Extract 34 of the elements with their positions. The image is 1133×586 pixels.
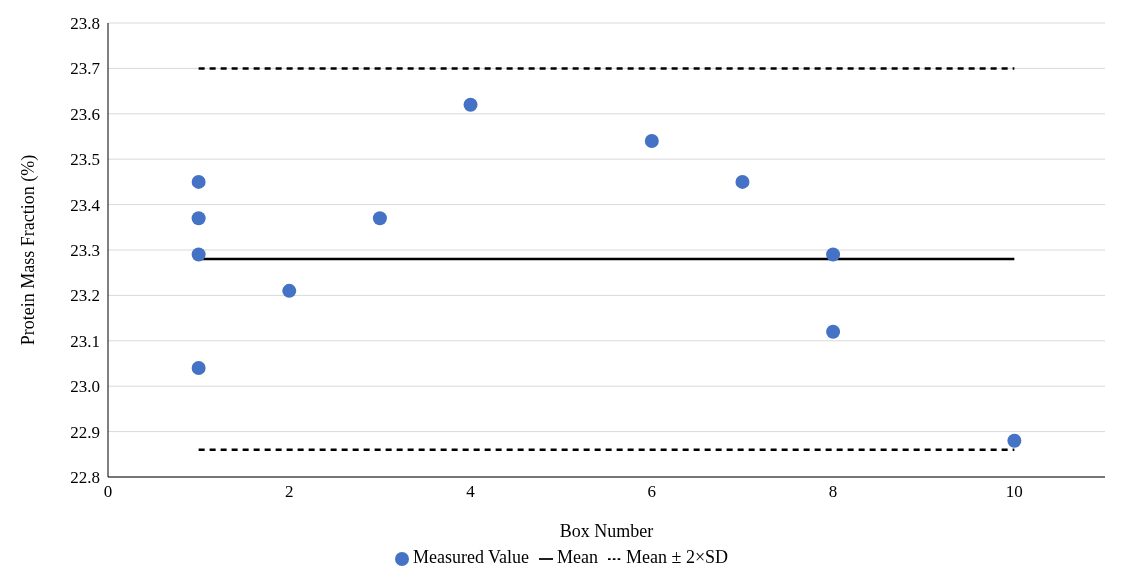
x-tick-label: 0 xyxy=(103,482,113,502)
y-tick-label: 23.3 xyxy=(70,241,100,261)
x-tick-label: 4 xyxy=(466,482,476,502)
point xyxy=(372,211,387,226)
point xyxy=(735,174,750,189)
x-tick-label: 6 xyxy=(647,482,657,502)
y-tick-label: 23.2 xyxy=(70,286,100,306)
point xyxy=(191,211,206,226)
y-tick-label: 22.9 xyxy=(70,422,100,442)
y-tick-label: 23.6 xyxy=(70,104,100,124)
legend-label: Mean xyxy=(557,547,599,567)
y-tick-label: 23.8 xyxy=(70,14,100,34)
y-tick-label: 22.8 xyxy=(70,468,100,488)
y-tick-label: 23.7 xyxy=(70,59,101,79)
point xyxy=(644,134,659,149)
y-tick-label: 23.5 xyxy=(70,150,100,170)
y-tick-label: 23.0 xyxy=(70,377,100,397)
legend-label: Mean ± 2×SD xyxy=(626,547,729,567)
y-axis-title: Protein Mass Fraction (%) xyxy=(18,154,40,346)
point xyxy=(191,247,206,262)
x-tick-label: 10 xyxy=(1005,482,1023,502)
x-axis-title: Box Number xyxy=(559,521,654,541)
point xyxy=(282,283,297,298)
point xyxy=(191,361,206,376)
point xyxy=(826,247,841,262)
point xyxy=(826,324,841,339)
x-tick-label: 2 xyxy=(285,482,294,502)
point xyxy=(1007,433,1022,448)
point xyxy=(463,97,478,112)
point xyxy=(191,174,206,189)
x-tick-label: 8 xyxy=(828,482,838,502)
legend-label: Measured Value xyxy=(412,547,530,567)
y-tick-label: 23.4 xyxy=(70,195,101,215)
y-tick-label: 23.1 xyxy=(70,331,100,351)
